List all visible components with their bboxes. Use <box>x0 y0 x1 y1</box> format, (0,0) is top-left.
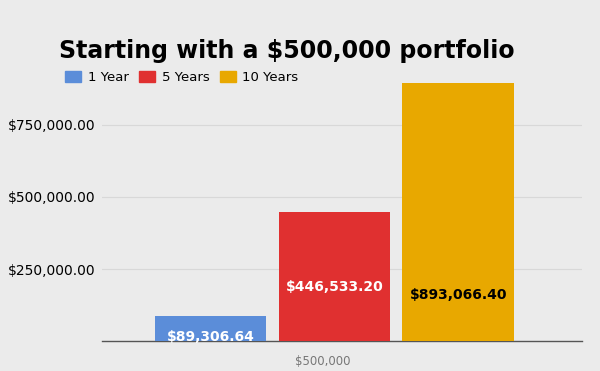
Text: $89,306.64: $89,306.64 <box>166 331 254 344</box>
Text: $446,533.20: $446,533.20 <box>286 280 383 294</box>
Bar <box>155 315 266 341</box>
Bar <box>278 212 390 341</box>
Text: $893,066.40: $893,066.40 <box>409 288 507 302</box>
Legend: 1 Year, 5 Years, 10 Years: 1 Year, 5 Years, 10 Years <box>65 70 299 84</box>
Bar <box>403 83 514 341</box>
Text: $500,000: $500,000 <box>295 355 351 368</box>
Text: Starting with a $500,000 portfolio: Starting with a $500,000 portfolio <box>59 39 514 63</box>
